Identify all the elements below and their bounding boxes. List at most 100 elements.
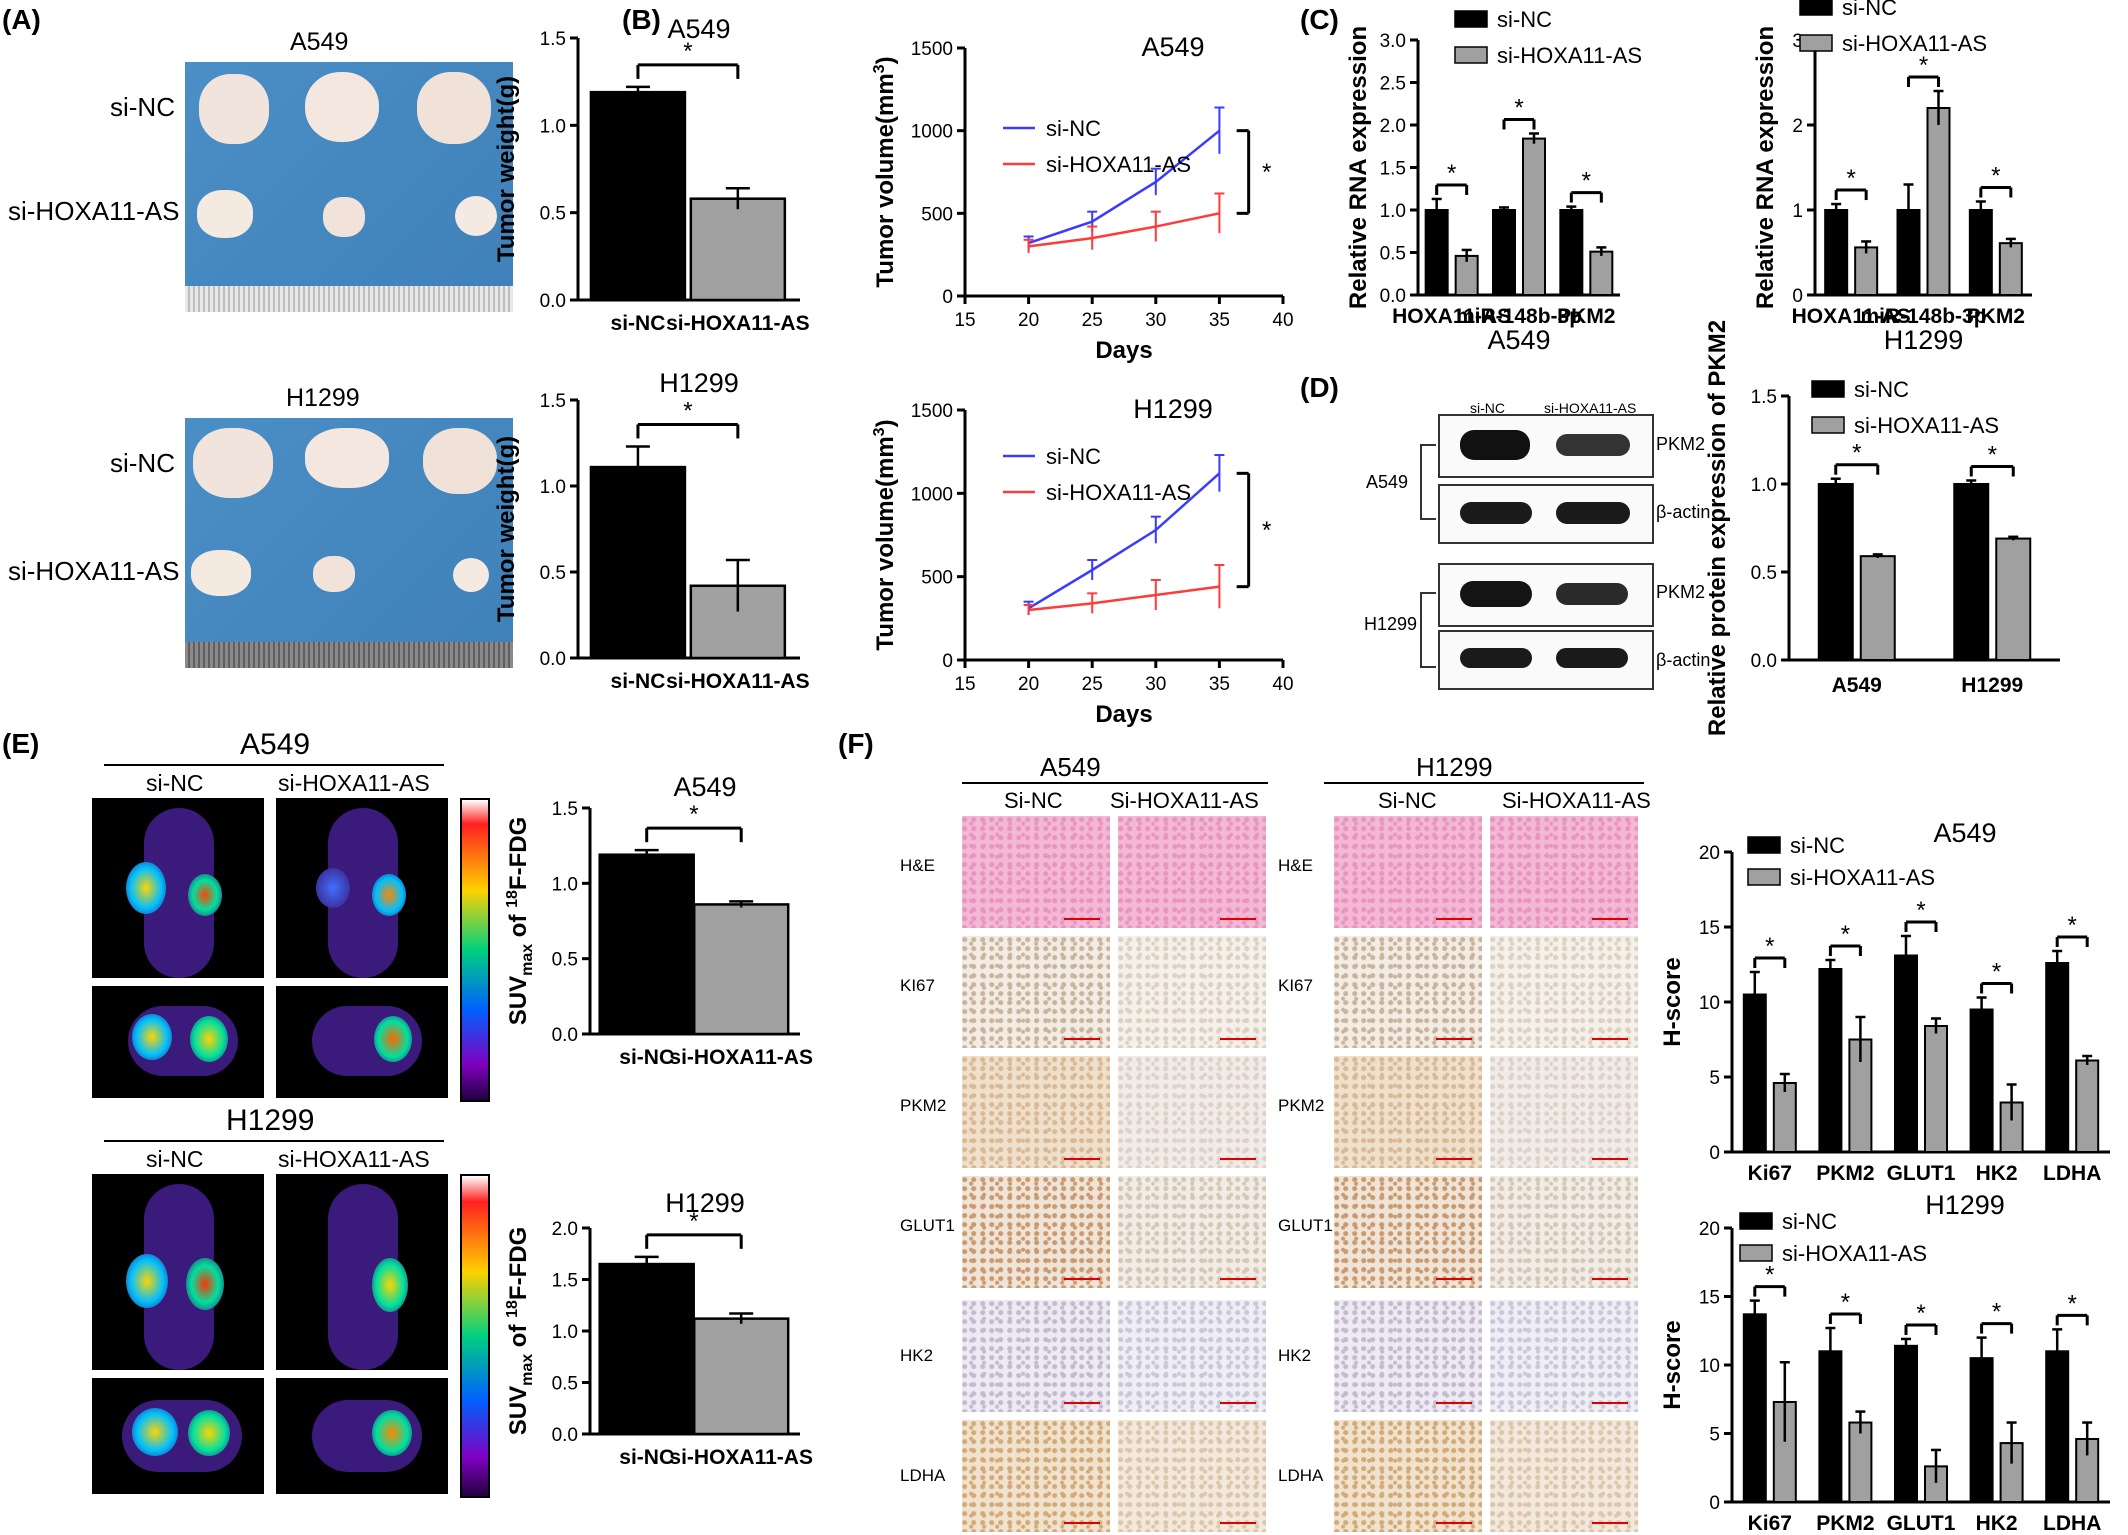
ihc-tile: [1118, 816, 1266, 928]
legend-swatch: [1739, 1244, 1773, 1262]
ihc-stain-label-hk2: HK2: [900, 1346, 934, 1365]
y-tick-label: 5: [1709, 1425, 1720, 1446]
x-category-label: si-NC: [611, 312, 666, 335]
y-axis-label: SUVmax of 18F-FDG: [504, 1227, 536, 1436]
y-tick-label: 0.5: [540, 204, 566, 225]
bar: [1995, 537, 2032, 661]
y-tick-label: 1500: [911, 401, 953, 422]
ihc-col-si-hoxa11-as-h1299: Si-HOXA11-AS: [1502, 788, 1651, 813]
legend-swatch: [1747, 868, 1781, 886]
series-line: [1028, 129, 1221, 245]
y-axis-label: Tumor weight(g): [493, 76, 520, 262]
x-tick-label: 25: [1082, 310, 1103, 331]
chart-title: A549: [667, 14, 730, 44]
ihc-underline-a549: [962, 782, 1268, 784]
x-category-label: si-HOXA11-AS: [669, 1046, 813, 1069]
x-tick-label: 15: [954, 674, 975, 695]
y-axis-label: H-score: [1659, 1320, 1686, 1409]
y-axis-label: Tumor volume(mm3): [871, 419, 899, 650]
y-tick-label: 5: [1709, 1068, 1720, 1089]
legend-swatch: [1811, 380, 1845, 398]
bar: [1924, 1025, 1948, 1153]
bar: [1824, 209, 1849, 296]
x-category-label: HK2: [1976, 1512, 2018, 1535]
y-tick-label: 1.0: [1751, 475, 1777, 496]
bar: [692, 903, 790, 1036]
significance-star: *: [689, 801, 698, 828]
ihc-tile: [1118, 1176, 1266, 1288]
x-category-label: HOXA11-AS: [1392, 305, 1511, 328]
significance-star: *: [1992, 959, 2001, 986]
ihc-tile: [962, 1300, 1110, 1412]
ihc-tile: [1490, 1176, 1638, 1288]
significance-star: *: [1765, 1262, 1774, 1289]
significance-star: *: [1262, 517, 1271, 544]
legend-swatch: [1747, 836, 1781, 854]
significance-star: *: [1992, 1299, 2001, 1326]
ihc-tile: [1334, 1176, 1482, 1288]
ihc-tile: [1490, 1420, 1638, 1532]
pet-col-label-si-hoxa11-as: si-HOXA11-AS: [278, 770, 430, 796]
photo-row-label-si-nc-2: si-NC: [110, 448, 175, 478]
x-tick-label: 35: [1209, 310, 1230, 331]
series-line: [1028, 212, 1220, 248]
x-tick-label: 30: [1145, 310, 1166, 331]
blot-cell-line-h1299: H1299: [1364, 614, 1418, 634]
ihc-stain-label-pkm2-2: PKM2: [1278, 1096, 1325, 1115]
bar: [1818, 968, 1843, 1153]
y-tick-label: 0.0: [540, 291, 566, 312]
legend-label: si-NC: [1782, 1209, 1837, 1234]
ihc-tile: [1334, 936, 1482, 1048]
y-tick-label: 15: [1699, 1288, 1720, 1309]
panel-label-a: (A): [2, 4, 41, 35]
pet-title-h1299: H1299: [226, 1104, 315, 1137]
bar: [1742, 1313, 1767, 1504]
y-axis-label: Relative RNA expression: [1752, 26, 1779, 309]
bar: [2045, 962, 2070, 1153]
chart-title: H1299: [659, 368, 739, 398]
significance-star: *: [1765, 933, 1774, 960]
photo-row-label-si-nc: si-NC: [110, 92, 175, 122]
y-axis-label: Tumor volume(mm3): [871, 56, 899, 287]
x-tick-label: 15: [954, 310, 975, 331]
photo-row-label-si-hoxa11-as-2: si-HOXA11-AS: [8, 556, 180, 586]
bar: [598, 1262, 695, 1436]
bar: [1894, 954, 1918, 1153]
ihc-stain-label-he: H&E: [900, 856, 935, 875]
y-tick-label: 1000: [911, 484, 953, 505]
chart-title: H1299: [1925, 1190, 2005, 1220]
significance-star: *: [1841, 921, 1850, 948]
y-tick-label: 1.5: [540, 29, 566, 50]
bar: [1522, 137, 1546, 296]
bar: [1772, 1082, 1797, 1153]
significance-star: *: [1852, 440, 1861, 467]
x-category-label: LDHA: [2043, 1512, 2101, 1535]
ihc-tile: [1334, 1300, 1482, 1412]
ihc-tile: [1118, 1300, 1266, 1412]
tumor-photo-a549: [185, 62, 513, 312]
bar: [1492, 209, 1516, 296]
legend-label: si-HOXA11-AS: [1046, 152, 1191, 177]
significance-star: *: [1916, 1300, 1925, 1327]
blot-band-label-actin-h1299: β-actin: [1656, 650, 1711, 670]
significance-star: *: [683, 397, 692, 424]
ihc-tile: [962, 1056, 1110, 1168]
chart-title: A549: [1141, 32, 1204, 62]
significance-star: *: [1582, 168, 1591, 195]
y-tick-label: 0: [1792, 286, 1803, 307]
legend-swatch: [1799, 0, 1833, 16]
x-category-label: HOXA11-AS: [1792, 305, 1911, 328]
chart-title: H1299: [1133, 394, 1213, 424]
y-tick-label: 0.5: [1751, 563, 1777, 584]
ihc-col-si-nc-a549: Si-NC: [1004, 788, 1063, 813]
ihc-stain-label-ki67-2: KI67: [1278, 976, 1313, 995]
pet-title-a549: A549: [240, 728, 311, 761]
blot-band-label-pkm2-a549: PKM2: [1656, 434, 1706, 454]
bar: [1742, 993, 1767, 1153]
bar: [1848, 1421, 1873, 1504]
ihc-stain-label-hk2-2: HK2: [1278, 1346, 1312, 1365]
panel-label-d: (D): [1300, 372, 1339, 403]
ihc-tile: [1334, 1056, 1482, 1168]
legend-label: si-HOXA11-AS: [1790, 865, 1935, 890]
significance-star: *: [1447, 160, 1456, 187]
